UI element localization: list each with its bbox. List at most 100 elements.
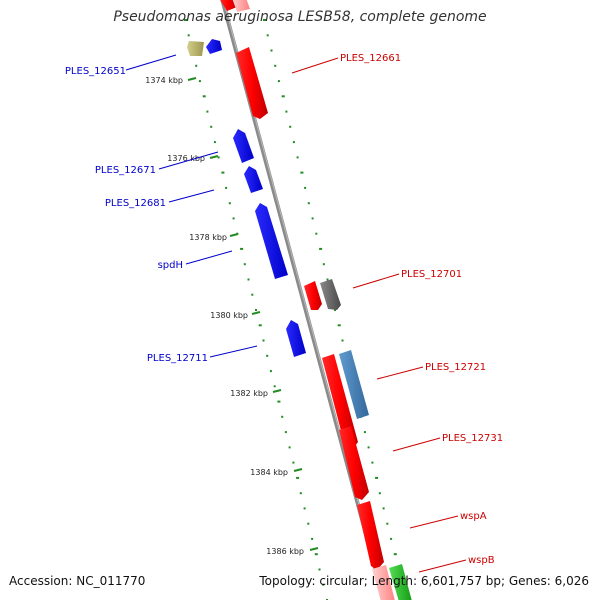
minor-tick	[303, 507, 306, 510]
gene-label-ples-12651[interactable]: PLES_12651	[65, 66, 126, 77]
gene-label-ples-12661[interactable]: PLES_12661	[340, 53, 401, 64]
minor-tick	[296, 476, 300, 479]
tick-label: 1378 kbp	[189, 233, 227, 242]
minor-tick	[315, 232, 318, 235]
tick-label: 1380 kbp	[210, 311, 248, 320]
minor-tick	[187, 34, 190, 37]
accession-text: Accession: NC_011770	[9, 574, 146, 588]
minor-tick	[281, 415, 284, 418]
gene-ples-12721-feature[interactable]	[322, 354, 358, 450]
minor-tick	[299, 492, 302, 495]
gene-ples-12661-feature[interactable]	[236, 47, 268, 119]
minor-tick	[285, 110, 288, 113]
minor-tick	[322, 583, 325, 586]
minor-tick	[210, 125, 213, 128]
gene-label-spdh[interactable]: spdH	[158, 260, 183, 271]
minor-tick	[213, 141, 216, 144]
minor-tick	[273, 385, 276, 388]
gene-ples-12681-feature[interactable]	[244, 166, 263, 193]
minor-tick	[251, 293, 254, 296]
minor-tick	[240, 247, 244, 250]
minor-tick	[326, 278, 329, 281]
minor-tick	[371, 461, 374, 464]
tick-label: 1376 kbp	[167, 154, 205, 163]
left-labels: PLES_12651 PLES_12671 PLES_12681 spdH PL…	[65, 54, 258, 364]
right-labels: PLES_12661 PLES_12701 PLES_12721 PLES_12…	[291, 53, 503, 573]
minor-tick	[382, 507, 385, 510]
gene-label-wspa[interactable]: wspA	[460, 511, 487, 522]
tick-label: 1374 kbp	[145, 76, 183, 85]
minor-tick	[228, 202, 231, 205]
minor-tick	[247, 278, 250, 281]
gene-wspa-feature[interactable]	[357, 501, 384, 570]
gene-ples-12721-steel-feature[interactable]	[339, 350, 369, 419]
minor-tick	[390, 537, 393, 540]
minor-tick	[378, 492, 381, 495]
minor-tick	[393, 553, 397, 556]
minor-tick	[300, 171, 304, 174]
minor-tick	[217, 156, 220, 159]
gene-label-ples-12721[interactable]: PLES_12721	[425, 362, 486, 373]
gene-top-partial-tint	[232, 0, 250, 12]
gene-spdh-feature[interactable]	[255, 203, 288, 279]
minor-tick	[318, 568, 321, 571]
minor-tick	[281, 95, 285, 98]
tick-label: 1382 kbp	[230, 389, 268, 398]
minor-tick	[266, 354, 269, 357]
gene-ples-12671-feature[interactable]	[233, 129, 254, 163]
minor-tick	[367, 446, 370, 449]
minor-tick	[288, 446, 291, 449]
gene-label-ples-12711[interactable]: PLES_12711	[147, 353, 208, 364]
minor-tick	[337, 324, 341, 327]
minor-tick	[341, 339, 344, 342]
minor-tick	[375, 476, 379, 479]
gene-ples-12711-feature[interactable]	[286, 320, 306, 357]
gene-label-wspb[interactable]: wspB	[468, 555, 495, 566]
minor-tick	[258, 324, 262, 327]
minor-tick	[322, 263, 325, 266]
gene-ples-12731-feature[interactable]	[339, 426, 369, 500]
minor-tick	[277, 80, 280, 83]
genome-title: Pseudomonas aeruginosa LESB58, complete …	[113, 9, 487, 25]
minor-tick	[307, 522, 310, 525]
gene-ples-12651-blue-feature[interactable]	[206, 39, 222, 54]
minor-tick	[202, 95, 206, 98]
minor-tick	[232, 217, 235, 220]
gene-top-partial-feature[interactable]	[219, 0, 237, 11]
minor-tick	[269, 370, 272, 373]
gene-ples-12651-feature[interactable]	[187, 41, 204, 56]
minor-tick	[184, 19, 187, 21]
minor-tick	[311, 217, 314, 220]
minor-tick	[307, 202, 310, 205]
minor-tick	[334, 309, 336, 311]
gene-rna-feature[interactable]	[389, 564, 413, 600]
minor-tick	[386, 522, 389, 525]
gene-ples-12701-feature[interactable]	[304, 281, 322, 310]
gene-wspb-feature[interactable]	[372, 565, 396, 600]
minor-tick	[198, 80, 201, 83]
minor-tick	[263, 19, 266, 21]
minor-tick	[225, 186, 228, 189]
genome-stats-text: Topology: circular; Length: 6,601,757 bp…	[259, 574, 589, 588]
coordinate-ticks: 1374 kbp 1376 kbp 1378 kbp 1380 kbp 1382…	[145, 76, 319, 556]
minor-tick	[255, 309, 257, 311]
gene-label-ples-12671[interactable]: PLES_12671	[95, 165, 156, 176]
gene-pseudo-feature[interactable]	[320, 279, 341, 310]
minor-tick	[274, 64, 277, 67]
minor-tick	[314, 553, 318, 556]
minor-tick	[262, 339, 265, 342]
minor-tick	[296, 156, 299, 159]
minor-tick	[266, 34, 269, 37]
gene-label-ples-12701[interactable]: PLES_12701	[401, 269, 462, 280]
minor-tick	[319, 247, 323, 250]
minor-tick	[206, 110, 209, 113]
minor-tick	[195, 64, 198, 67]
minor-tick	[292, 461, 295, 464]
minor-tick	[289, 125, 292, 128]
gene-label-ples-12681[interactable]: PLES_12681	[105, 198, 166, 209]
minor-tick	[304, 186, 307, 189]
tick-label: 1386 kbp	[266, 547, 304, 556]
minor-tick	[292, 141, 295, 144]
gene-label-ples-12731[interactable]: PLES_12731	[442, 433, 503, 444]
